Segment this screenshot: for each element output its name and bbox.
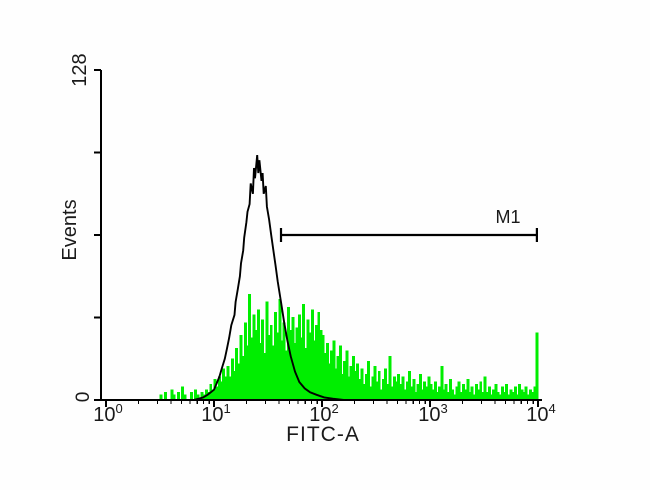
x-tick-base: 10 — [93, 404, 115, 426]
green-stained-histogram — [159, 293, 539, 401]
y-axis-title: Events — [59, 199, 81, 260]
chart-generated-layer — [94, 69, 542, 407]
x-tick-exponent: 2 — [332, 401, 339, 416]
black-control-curve — [193, 155, 344, 401]
x-tick-label-10e3: 103 — [418, 401, 447, 426]
x-tick-base: 10 — [309, 404, 331, 426]
x-tick-label-10e2: 102 — [309, 401, 338, 426]
x-tick-exponent: 4 — [549, 401, 556, 416]
m1-marker-label: M1 — [495, 207, 520, 227]
x-tick-base: 10 — [526, 404, 548, 426]
x-tick-exponent: 0 — [116, 401, 123, 416]
x-axis-title: FITC-A — [286, 423, 360, 446]
y-axis-min-tick-label: 0 — [73, 392, 94, 403]
x-tick-label-10e1: 101 — [201, 401, 230, 426]
x-tick-label-10e0: 100 — [93, 401, 122, 426]
x-tick-base: 10 — [201, 404, 223, 426]
y-axis-max-tick-label: 128 — [69, 53, 91, 86]
x-tick-exponent: 1 — [224, 401, 231, 416]
x-tick-exponent: 3 — [441, 401, 448, 416]
x-tick-base: 10 — [418, 404, 440, 426]
x-tick-label-10e4: 104 — [526, 401, 555, 426]
